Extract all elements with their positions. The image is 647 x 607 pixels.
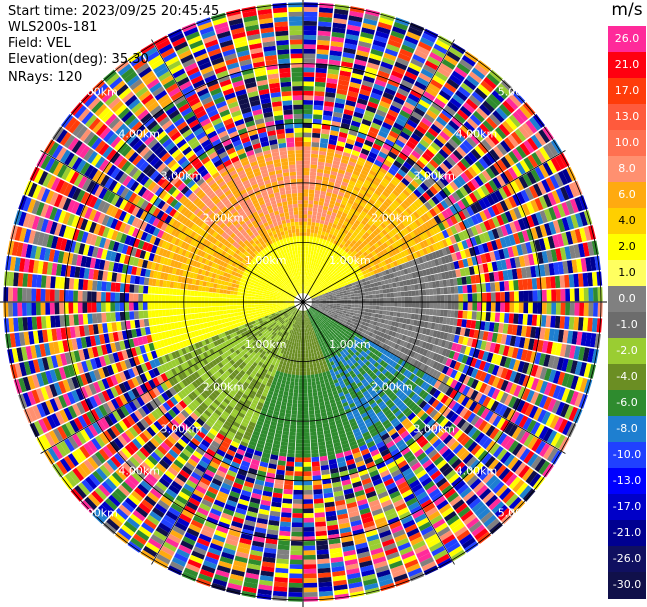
- range-ring-label: 2.00km: [371, 212, 413, 225]
- range-ring-label: 5.00km: [76, 507, 118, 520]
- range-ring-label: 2.00km: [203, 212, 245, 225]
- range-ring-label: 1.00km: [245, 254, 287, 267]
- colorbar-segment: [608, 572, 646, 599]
- colorbar-segment: [608, 208, 646, 235]
- colorbar-segment: [608, 286, 646, 313]
- range-rings: 1.00km 1.00km 1.00km 1.00km 2.00km 2.00km 2.00…: [0, 0, 607, 607]
- colorbar-tick-label: 0.0: [618, 292, 636, 305]
- velocity-colorbar: 26.0 21.0 17.0 13.0 10.0 8.0 6.0 4.0 2.0 1.0 0.0 -1…: [608, 26, 646, 599]
- radar-plot: 1.00km 1.00km 1.00km 1.00km 2.00km 2.00km 2.00…: [0, 0, 607, 607]
- colorbar-unit: m/s: [611, 0, 643, 20]
- colorbar-tick-label: -13.0: [612, 474, 642, 487]
- range-ring-label: 5.00km: [76, 85, 118, 98]
- range-ring-label: 5.00km: [498, 85, 540, 98]
- colorbar-tick-label: -17.0: [612, 500, 642, 513]
- colorbar-tick-label: -21.0: [612, 526, 642, 539]
- range-ring-label: 4.00km: [456, 127, 498, 140]
- colorbar-tick-label: 10.0: [614, 136, 640, 149]
- colorbar-tick-label: -8.0: [616, 422, 638, 435]
- colorbar-segment: [608, 390, 646, 417]
- elevation-text: Elevation(deg): 35.30: [8, 52, 149, 67]
- colorbar-segment: [608, 442, 646, 469]
- colorbar-tick-label: 8.0: [618, 162, 636, 175]
- colorbar-segment: [608, 338, 646, 365]
- range-ring-label: 3.00km: [413, 170, 455, 183]
- colorbar-tick-label: 13.0: [614, 110, 640, 123]
- colorbar-tick-label: 17.0: [614, 84, 640, 97]
- colorbar-segment: [608, 130, 646, 157]
- azimuth-spoke: [302, 301, 566, 454]
- colorbar-tick-label: 26.0: [614, 32, 640, 45]
- azimuth-spoke: [302, 39, 455, 303]
- colorbar-segment: [608, 364, 646, 391]
- colorbar-tick-label: -26.0: [612, 552, 642, 565]
- nrays-text: NRays: 120: [8, 70, 83, 85]
- azimuth-spoke: [151, 301, 304, 565]
- colorbar-tick-label: -2.0: [616, 344, 638, 357]
- range-ring-label: 2.00km: [371, 380, 413, 393]
- azimuth-spoke: [40, 301, 304, 454]
- colorbar-segment: [608, 312, 646, 339]
- azimuth-spoke: [151, 39, 304, 303]
- colorbar-segment: [608, 546, 646, 573]
- azimuth-spoke: [302, 150, 566, 303]
- start-time-text: Start time: 2023/09/25 20:45:45: [8, 4, 220, 19]
- range-ring-label: 1.00km: [245, 338, 287, 351]
- colorbar-tick-label: 6.0: [618, 188, 636, 201]
- colorbar-segment: [608, 156, 646, 183]
- colorbar-segment: [608, 234, 646, 261]
- colorbar-tick-label: 2.0: [618, 240, 636, 253]
- range-ring-label: 2.00km: [203, 380, 245, 393]
- colorbar-tick-label: -10.0: [612, 448, 642, 461]
- colorbar-segment: [608, 78, 646, 105]
- instrument-name: WLS200s-181: [8, 20, 98, 35]
- colorbar-segment: [608, 52, 646, 79]
- colorbar-tick-label: 21.0: [614, 58, 640, 71]
- range-ring-label: 4.00km: [456, 465, 498, 478]
- colorbar-segment: [608, 468, 646, 495]
- range-ring-label: 3.00km: [161, 170, 203, 183]
- range-ring-label: 4.00km: [118, 127, 160, 140]
- range-ring-label: 3.00km: [161, 422, 203, 435]
- radar-gates: [3, 2, 603, 602]
- colorbar-segment: [608, 260, 646, 287]
- range-ring-label: 1.00km: [329, 338, 371, 351]
- colorbar-tick-label: 4.0: [618, 214, 636, 227]
- colorbar-tick-label: -4.0: [616, 370, 638, 383]
- range-ring-label: 5.00km: [498, 507, 540, 520]
- colorbar-segment: [608, 104, 646, 131]
- colorbar-segment: [608, 26, 646, 53]
- colorbar-segment: [608, 520, 646, 547]
- colorbar-segment: [608, 416, 646, 443]
- colorbar-segment: [608, 494, 646, 521]
- colorbar-tick-label: -1.0: [616, 318, 638, 331]
- colorbar-segment: [608, 182, 646, 209]
- colorbar-tick-label: -6.0: [616, 396, 638, 409]
- range-ring-label: 3.00km: [413, 422, 455, 435]
- colorbar-tick-label: -30.0: [612, 578, 642, 591]
- colorbar-tick-label: 1.0: [618, 266, 636, 279]
- azimuth-spoke: [302, 301, 455, 565]
- range-ring-label: 1.00km: [329, 254, 371, 267]
- scan-info-panel: Start time: 2023/09/25 20:45:45 WLS200s-…: [8, 4, 219, 86]
- range-ring-label: 4.00km: [118, 465, 160, 478]
- field-text: Field: VEL: [8, 36, 71, 51]
- azimuth-spoke: [40, 150, 304, 303]
